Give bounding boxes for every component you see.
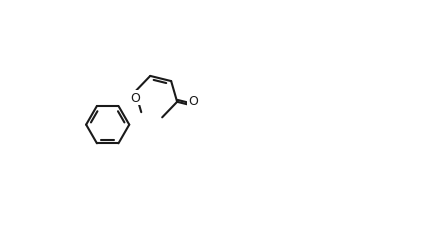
Text: O: O: [130, 92, 140, 105]
Text: O: O: [189, 94, 198, 107]
